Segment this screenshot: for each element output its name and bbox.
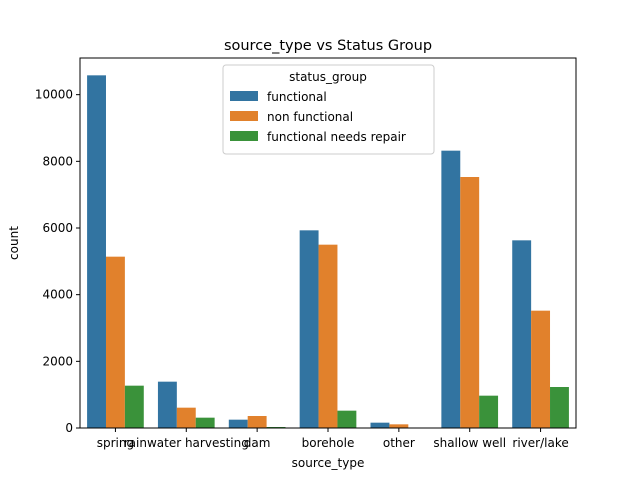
x-tick-label-river-lake: river/lake — [512, 436, 568, 450]
legend-label-non-functional: non functional — [267, 110, 353, 124]
legend-swatch-non-functional — [230, 111, 258, 121]
legend: status_group functional non functional fun… — [222, 64, 435, 155]
x-tick-label-dam: dam — [244, 436, 271, 450]
y-tick-label: 6000 — [42, 221, 73, 235]
y-tick-label: 2000 — [42, 354, 73, 368]
bars — [87, 75, 569, 429]
y-tick-label: 4000 — [42, 288, 73, 302]
bar-other-non-functional — [389, 424, 409, 428]
bar-dam-functional — [228, 419, 248, 428]
legend-frame — [222, 64, 435, 155]
y-axis: 0 2000 4000 6000 8000 10000 — [35, 88, 80, 435]
legend-swatch-functional — [230, 91, 258, 101]
x-axis-label: source_type — [292, 456, 365, 470]
bar-river-lake-functional-needs-repair — [550, 387, 569, 428]
bar-shallow-well-non-functional — [460, 177, 480, 428]
legend-label-functional: functional — [267, 90, 327, 104]
bar-spring-functional — [87, 75, 106, 428]
x-tick-label-borehole: borehole — [302, 436, 355, 450]
x-tick-label-rainwater-harvesting: rainwater harvesting — [124, 436, 249, 450]
bar-borehole-non-functional — [318, 244, 338, 428]
y-tick-label: 8000 — [42, 154, 73, 168]
bar-spring-non-functional — [105, 256, 125, 428]
y-tick-label: 10000 — [35, 88, 73, 102]
bar-rainwater-harvesting-functional — [157, 381, 177, 428]
bar-rainwater-harvesting-functional-needs-repair — [195, 417, 215, 428]
legend-title: status_group — [289, 70, 367, 84]
x-tick-label-shallow-well: shallow well — [433, 436, 506, 450]
y-tick-label: 0 — [65, 421, 73, 435]
legend-label-functional-needs-repair: functional needs repair — [267, 130, 406, 144]
bar-river-lake-non-functional — [531, 310, 551, 428]
bar-borehole-functional — [299, 230, 319, 428]
y-axis-label: count — [7, 226, 21, 260]
bar-spring-functional-needs-repair — [124, 385, 144, 428]
bar-dam-non-functional — [247, 416, 267, 428]
chart-title: source_type vs Status Group — [224, 38, 432, 54]
bar-shallow-well-functional — [441, 150, 461, 429]
x-tick-label-spring: spring — [97, 436, 134, 450]
legend-swatch-functional-needs-repair — [230, 131, 258, 141]
bar-rainwater-harvesting-non-functional — [176, 407, 196, 428]
bar-shallow-well-functional-needs-repair — [479, 395, 499, 428]
bar-other-functional — [370, 422, 390, 428]
x-tick-label-other: other — [383, 436, 415, 450]
bar-river-lake-functional — [512, 240, 532, 428]
bar-borehole-functional-needs-repair — [337, 410, 357, 428]
